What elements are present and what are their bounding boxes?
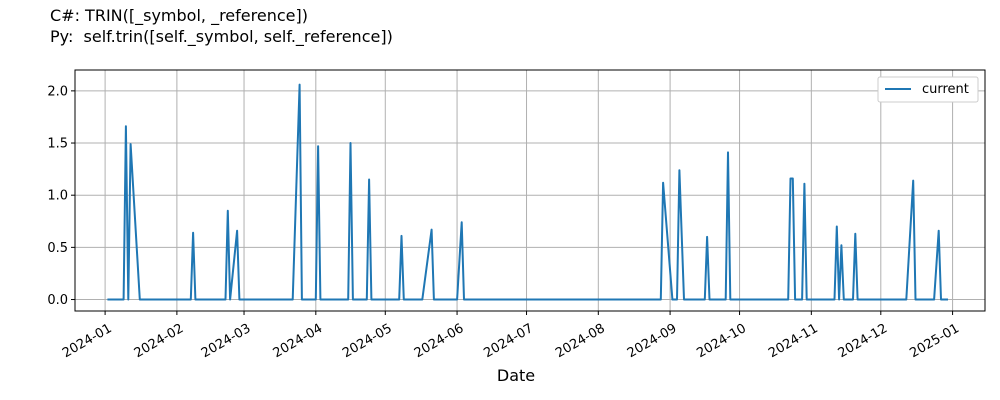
x-tick-label: 2025-01 xyxy=(907,321,962,361)
legend: current xyxy=(877,76,979,103)
series-line-current xyxy=(107,83,948,301)
x-tick-label: 2024-06 xyxy=(412,321,467,361)
y-tick-label: 1.0 xyxy=(47,189,68,204)
x-tick-label: 2024-11 xyxy=(766,321,821,361)
y-tick-label: 0.0 xyxy=(47,293,68,308)
x-tick-label: 2024-01 xyxy=(60,321,115,361)
x-tick-label: 2024-04 xyxy=(271,321,326,361)
x-axis: 2024-01 2024-02 2024-03 2024-04 2024-05 2024-… xyxy=(60,311,962,361)
series-layer xyxy=(107,83,948,301)
x-axis-label: Date xyxy=(497,366,535,385)
chart-title-line-2: Py: self.trin([self._symbol, self._refer… xyxy=(50,27,393,46)
y-tick-label: 1.5 xyxy=(47,137,68,152)
x-tick-label: 2024-09 xyxy=(625,321,680,361)
y-tick-label: 2.0 xyxy=(47,84,68,99)
x-tick-label: 2024-05 xyxy=(340,321,395,361)
legend-box xyxy=(877,76,979,103)
y-tick-label: 0.5 xyxy=(47,241,68,256)
x-tick-label: 2024-03 xyxy=(199,321,254,361)
x-tick-label: 2024-08 xyxy=(553,321,608,361)
legend-label-current: current xyxy=(922,82,969,97)
plot-frame xyxy=(74,69,986,312)
chart-title-line-1: C#: TRIN([_symbol, _reference]) xyxy=(50,6,308,25)
x-tick-label: 2024-02 xyxy=(132,321,187,361)
x-tick-label: 2024-07 xyxy=(481,321,536,361)
y-axis: 0.0 0.5 1.0 1.5 2.0 xyxy=(47,84,75,308)
grid-lines xyxy=(75,70,985,311)
x-tick-label: 2024-12 xyxy=(836,321,891,361)
x-tick-label: 2024-10 xyxy=(694,321,749,361)
